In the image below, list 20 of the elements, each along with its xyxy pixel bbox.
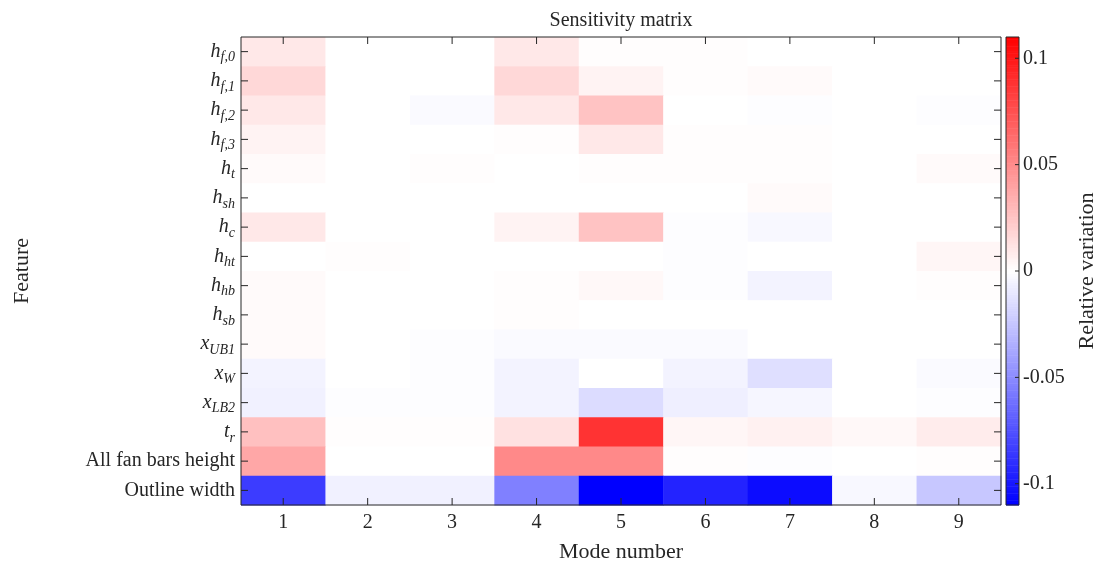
x-tick-label: 6 [700, 510, 711, 533]
chart-title: Sensitivity matrix [549, 8, 693, 32]
x-tick-label: 3 [447, 510, 458, 533]
y-tick-label: Outline width [124, 477, 235, 500]
color-bar-label: 0.1 [1023, 45, 1048, 68]
color-bar-label: -0.1 [1023, 470, 1055, 493]
x-tick-label: 8 [869, 510, 880, 533]
y-axis-title: Feature [7, 238, 33, 304]
color-bar-label: -0.05 [1023, 364, 1065, 387]
x-axis-title: Mode number [558, 537, 684, 563]
color-bar-title: Relative variation [1072, 192, 1098, 350]
x-tick-label: 7 [784, 510, 795, 533]
color-bar-label: 0.05 [1023, 151, 1058, 174]
x-tick-label: 9 [953, 510, 964, 533]
x-tick-label: 2 [362, 510, 373, 533]
x-tick-label: 4 [531, 510, 542, 533]
y-tick-label: All fan bars height [85, 448, 236, 472]
x-tick-label: 1 [278, 510, 289, 533]
x-tick-label: 5 [616, 510, 626, 533]
color-bar-label: 0 [1023, 258, 1033, 281]
